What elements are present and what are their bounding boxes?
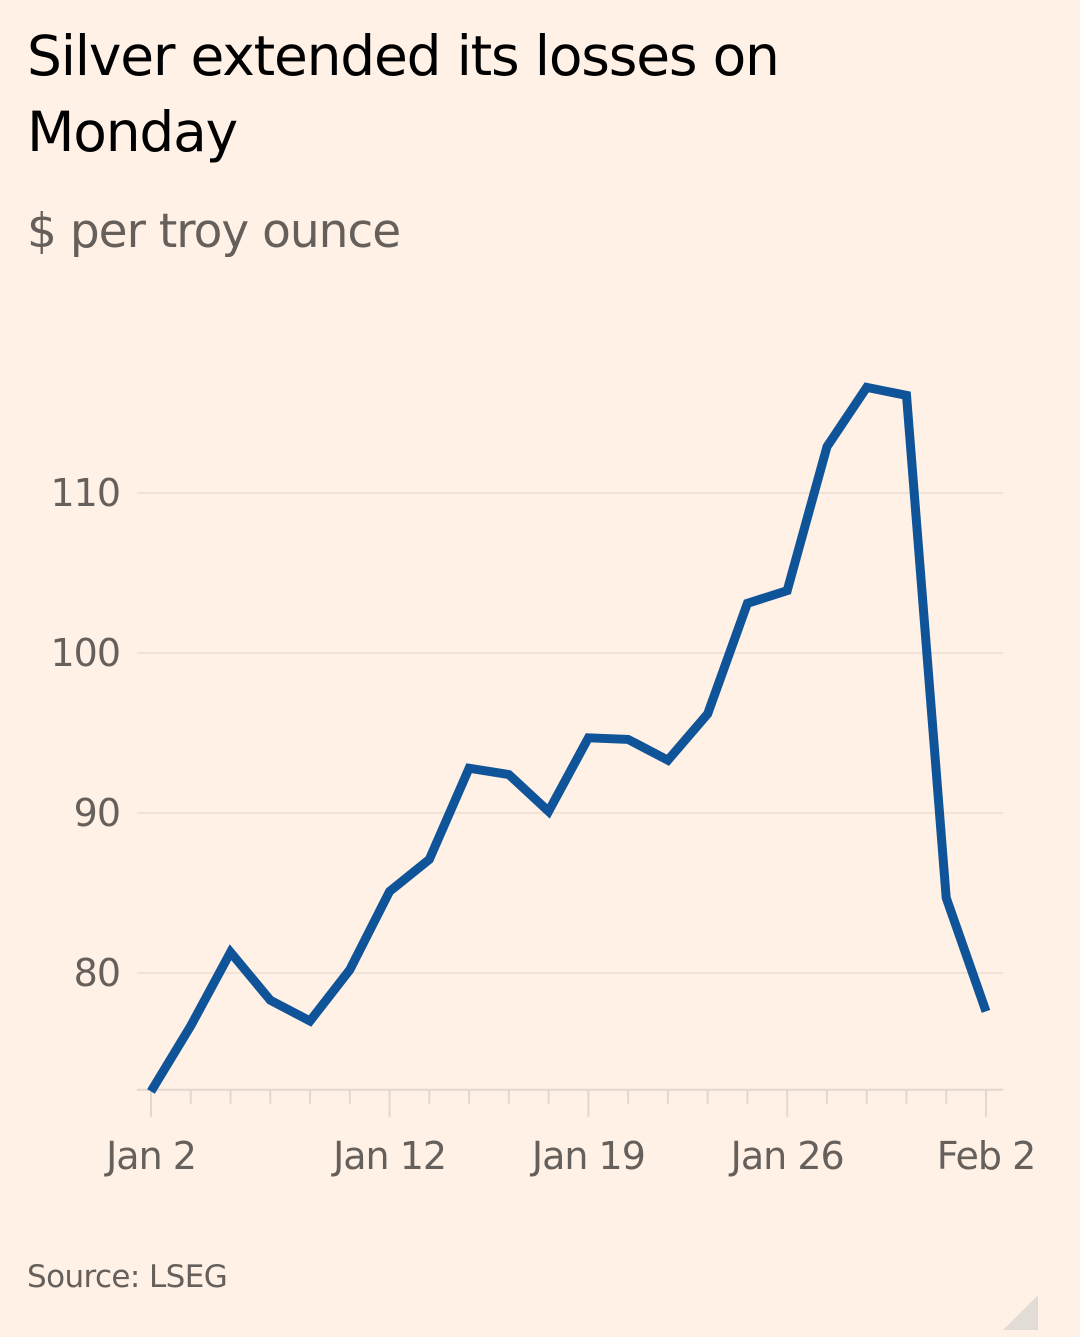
x-tick-label: Jan 12	[331, 1134, 446, 1178]
x-tick-label: Jan 19	[530, 1134, 645, 1178]
chart-title: Silver extended its losses on Monday	[27, 24, 780, 164]
y-axis: 80 90 100 110	[50, 471, 121, 995]
resize-corner-icon	[1003, 1295, 1038, 1330]
x-tick-label: Jan 2	[104, 1134, 196, 1178]
y-tick-label: 80	[74, 951, 120, 995]
series-group	[147, 382, 991, 1094]
x-axis: Jan 2 Jan 12 Jan 19 Jan 26 Feb 2	[104, 1088, 1036, 1178]
gridlines	[137, 492, 1003, 974]
y-tick-label: 100	[50, 631, 120, 675]
x-tick-label: Feb 2	[937, 1134, 1036, 1178]
source-note: Source: LSEG	[27, 1259, 228, 1295]
y-tick-label: 90	[74, 791, 120, 835]
series-line-silver	[147, 382, 991, 1094]
chart-subtitle: $ per troy ounce	[27, 204, 401, 259]
x-tick-label: Jan 26	[729, 1134, 844, 1178]
y-tick-label: 110	[50, 471, 120, 515]
